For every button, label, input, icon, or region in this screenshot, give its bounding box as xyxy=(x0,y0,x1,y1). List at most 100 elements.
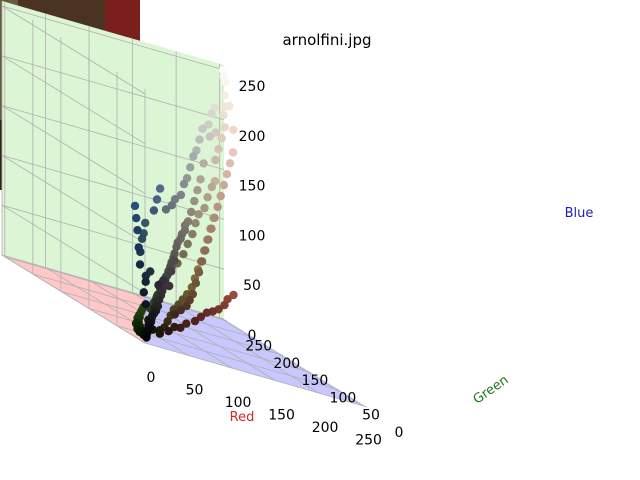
data-point-17 xyxy=(214,144,223,154)
grid-floor-y xyxy=(4,256,227,322)
data-point-140 xyxy=(170,310,179,319)
data-point-121 xyxy=(134,243,143,252)
data-point-70 xyxy=(152,195,162,204)
data-point-18 xyxy=(195,135,204,144)
data-point-32 xyxy=(216,191,225,201)
data-point-26 xyxy=(219,180,228,190)
grid-floor-y xyxy=(88,308,312,373)
data-point-37 xyxy=(213,202,222,212)
data-point-75 xyxy=(194,268,204,277)
data-point-62 xyxy=(155,184,165,193)
data-point-47 xyxy=(207,224,216,233)
data-point-8 xyxy=(207,109,216,118)
data-point-55 xyxy=(167,201,177,210)
grid-wall-y-z xyxy=(1,105,225,170)
data-point-68 xyxy=(197,257,207,266)
x-tick-label-4: 200 xyxy=(312,420,339,436)
grid-wall-x-z xyxy=(1,55,146,145)
data-point-46 xyxy=(176,190,186,200)
data-point-163 xyxy=(141,300,150,309)
data-point-20 xyxy=(211,155,220,165)
data-point-52 xyxy=(204,235,213,244)
grid-lines xyxy=(1,1,368,408)
data-point-7 xyxy=(219,111,228,120)
data-point-110 xyxy=(220,300,229,310)
data-point-167 xyxy=(155,329,165,338)
y-axis-label: Green xyxy=(471,373,512,408)
data-point-54 xyxy=(183,239,192,249)
data-point-49 xyxy=(188,229,197,239)
data-point-25 xyxy=(189,152,198,161)
data-point-79 xyxy=(149,206,159,215)
data-point-161 xyxy=(170,322,179,332)
grid-wall-x-z xyxy=(1,105,146,194)
data-point-31 xyxy=(203,193,212,202)
data-point-106 xyxy=(133,226,142,235)
z-tick-label-4: 200 xyxy=(239,129,266,145)
data-point-2 xyxy=(221,77,230,87)
grid-floor-y xyxy=(60,290,283,356)
z-tick-label-5: 250 xyxy=(239,79,266,95)
data-point-11 xyxy=(204,120,213,129)
data-point-44 xyxy=(191,219,200,228)
data-point-92 xyxy=(132,213,141,223)
z-tick-label-0: 0 xyxy=(248,328,257,344)
data-point-87 xyxy=(137,234,147,243)
data-point-38 xyxy=(190,196,199,206)
data-point-132 xyxy=(176,306,185,315)
data-point-36 xyxy=(200,203,209,213)
grid-floor-x xyxy=(88,279,233,369)
x-tick-label-3: 150 xyxy=(268,408,295,424)
data-point-27 xyxy=(207,182,216,192)
data-point-90 xyxy=(170,256,179,265)
data-point-104 xyxy=(167,267,176,276)
data-point-176 xyxy=(142,333,151,342)
x-axis-label: Red xyxy=(230,410,255,425)
data-point-60 xyxy=(201,246,210,255)
data-point-14 xyxy=(211,128,220,137)
data-point-12 xyxy=(217,134,226,143)
x-tick-label-0: 0 xyxy=(147,370,156,386)
data-point-88 xyxy=(229,290,238,300)
grid-wall-y-z xyxy=(1,204,225,270)
data-point-3 xyxy=(220,91,229,100)
grid-wall-y-z xyxy=(1,5,225,71)
data-point-33 xyxy=(193,186,202,195)
data-point-13 xyxy=(198,124,207,133)
data-point-22 xyxy=(222,170,232,179)
data-points xyxy=(130,66,238,342)
z-tick-label-1: 50 xyxy=(243,278,261,294)
grid-wall-x-z xyxy=(1,254,146,344)
data-point-19 xyxy=(225,159,235,168)
grid-floor-x xyxy=(219,317,363,407)
grid-wall-y-z xyxy=(1,55,225,121)
data-point-141 xyxy=(196,312,206,322)
grid-floor-y xyxy=(116,325,340,391)
x-tick-label-5: 250 xyxy=(355,433,382,449)
y-tick-label-1: 50 xyxy=(362,408,380,424)
data-point-24 xyxy=(199,159,208,168)
y-tick-label-0: 0 xyxy=(395,425,404,441)
y-tick-label-3: 150 xyxy=(302,373,329,389)
z-axis-label: Blue xyxy=(565,206,594,221)
data-point-42 xyxy=(210,213,219,222)
data-point-144 xyxy=(154,280,163,290)
y-tick-label-4: 200 xyxy=(273,356,300,372)
data-point-168 xyxy=(164,327,173,336)
data-point-85 xyxy=(191,279,201,288)
data-point-125 xyxy=(182,301,191,311)
grid-wall-x-z xyxy=(1,204,146,294)
data-point-9 xyxy=(220,123,229,132)
data-point-152 xyxy=(139,288,148,297)
grid-wall-x-z xyxy=(1,5,146,95)
grid-wall-y-z xyxy=(1,155,225,220)
data-point-150 xyxy=(190,316,200,326)
data-point-78 xyxy=(141,218,150,228)
data-point-124 xyxy=(165,281,174,291)
data-point-43 xyxy=(187,207,196,217)
data-point-58 xyxy=(161,205,171,214)
data-point-145 xyxy=(141,277,150,286)
data-point-10 xyxy=(229,125,238,134)
